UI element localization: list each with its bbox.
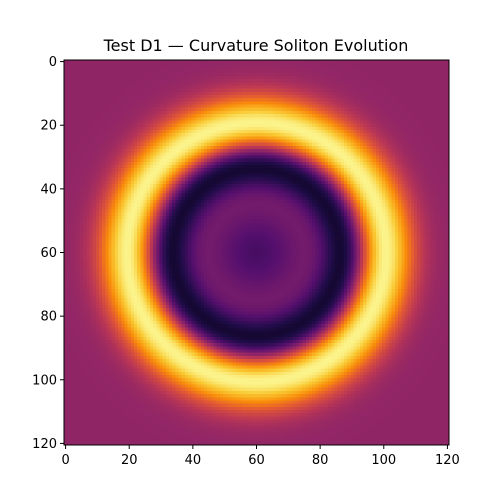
y-tick-label: 100 (32, 373, 57, 388)
x-tick-label: 100 (371, 453, 396, 468)
heatmap-image (64, 60, 449, 445)
axes: 0 20 40 60 80 100 120 0 20 40 60 80 100 120 (32, 55, 460, 468)
x-tick-label: 120 (435, 453, 460, 468)
x-tick-label: 80 (312, 453, 329, 468)
x-tick-label: 40 (185, 453, 202, 468)
x-tick-label: 20 (121, 453, 138, 468)
y-tick-label: 80 (40, 310, 57, 325)
x-tick-label: 0 (61, 453, 69, 468)
y-tick-label: 20 (40, 119, 57, 134)
chart-title: Test D1 — Curvature Soliton Evolution (103, 36, 409, 55)
y-tick-label: 120 (32, 437, 57, 452)
y-tick-label: 0 (49, 55, 57, 70)
x-tick-label: 60 (248, 453, 265, 468)
y-tick-label: 40 (40, 182, 57, 197)
y-tick-label: 60 (40, 246, 57, 261)
